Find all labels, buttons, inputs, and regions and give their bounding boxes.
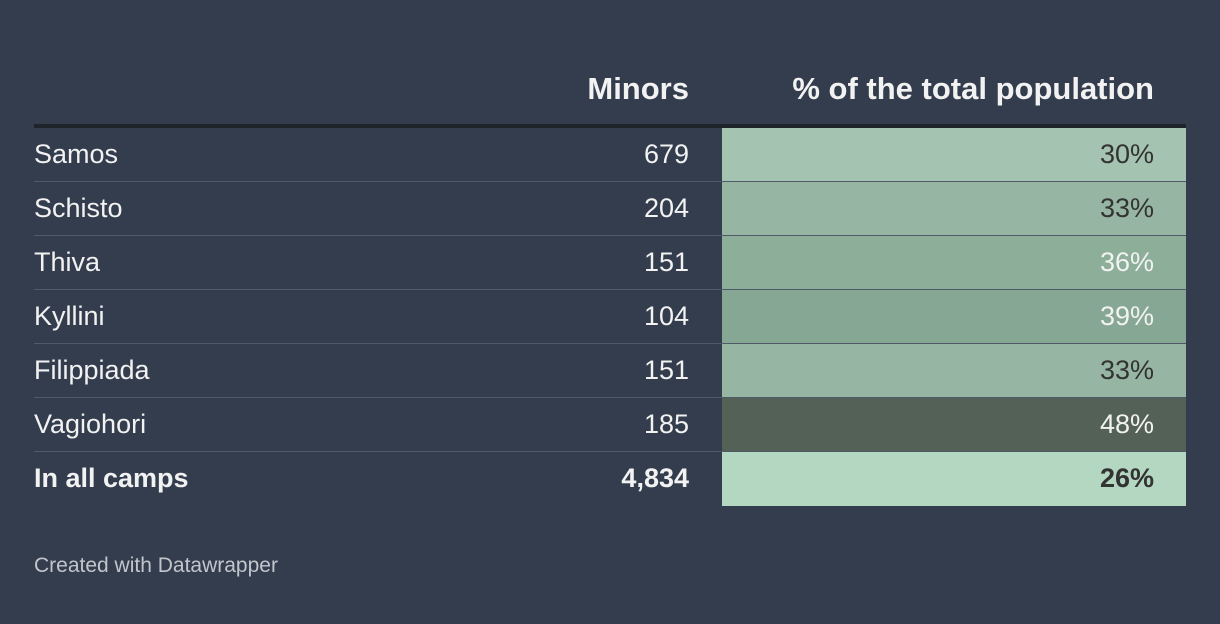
table-body: Samos 679 30% Schisto 204 33% Thiva 151 36% Kylli… (34, 128, 1186, 506)
row-name: Samos (34, 139, 119, 169)
row-name: Schisto (34, 193, 123, 223)
minors-value: 185 (643, 409, 689, 439)
percent-cell: 33% (722, 344, 1186, 397)
percent-cell: 36% (722, 236, 1186, 289)
header-minors: Minors (587, 71, 689, 106)
credit-footer: Created with Datawrapper (34, 554, 278, 577)
minors-value: 151 (643, 247, 689, 277)
percent-cell: 48% (722, 398, 1186, 451)
percent-cell: 26% (722, 452, 1186, 506)
row-name: Thiva (34, 247, 101, 277)
table-row: Filippiada 151 33% (34, 344, 1186, 398)
data-table: Minors % of the total population Samos 67… (34, 56, 1186, 506)
table-row: Samos 679 30% (34, 128, 1186, 182)
row-name: Vagiohori (34, 409, 147, 439)
percent-cell: 39% (722, 290, 1186, 343)
minors-value: 151 (643, 355, 689, 385)
header-percent-total-population: % of the total population (792, 71, 1154, 106)
row-name: In all camps (34, 463, 189, 493)
minors-value: 4,834 (621, 463, 689, 493)
minors-value: 204 (643, 193, 689, 223)
percent-cell: 30% (722, 128, 1186, 181)
row-name: Filippiada (34, 355, 150, 385)
table-row: Kyllini 104 39% (34, 290, 1186, 344)
table-row: Vagiohori 185 48% (34, 398, 1186, 452)
minors-value: 679 (643, 139, 689, 169)
table-header: Minors % of the total population (34, 56, 1186, 128)
minors-value: 104 (643, 301, 689, 331)
table-row: Thiva 151 36% (34, 236, 1186, 290)
row-name: Kyllini (34, 301, 105, 331)
table-row: Schisto 204 33% (34, 182, 1186, 236)
percent-cell: 33% (722, 182, 1186, 235)
total-row: In all camps 4,834 26% (34, 452, 1186, 506)
